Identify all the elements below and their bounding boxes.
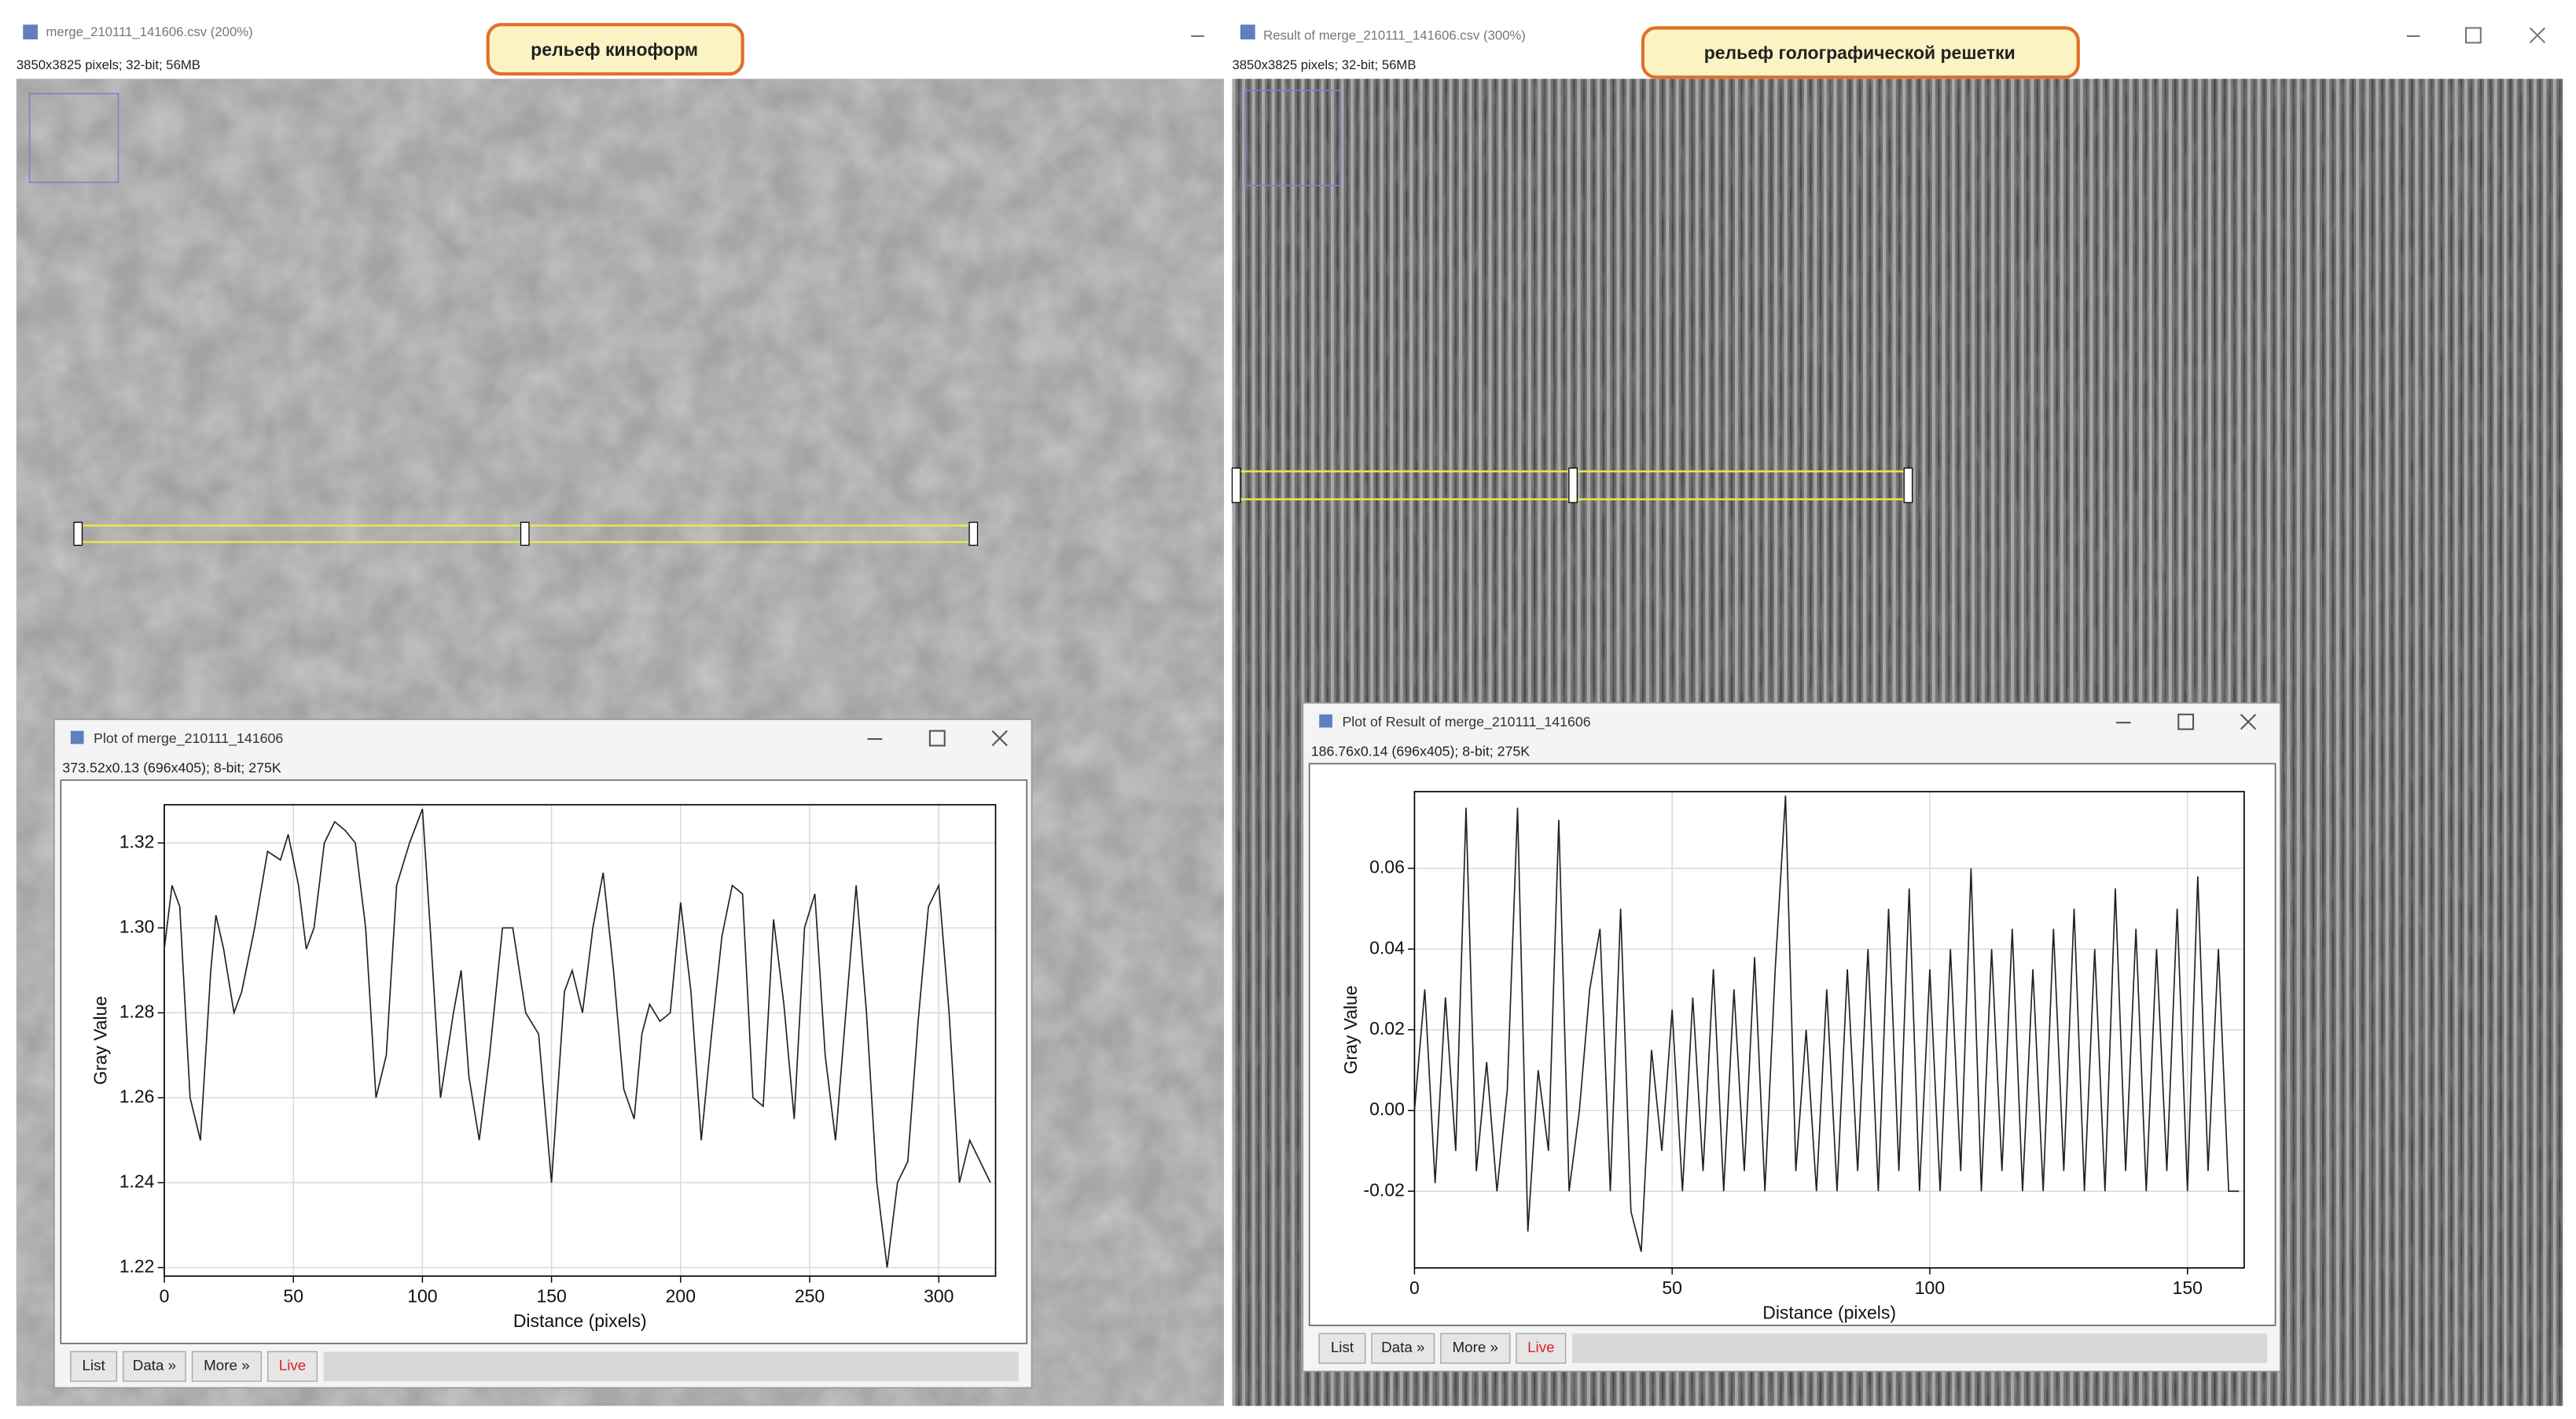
x-tick-label: 50 (1662, 1277, 1682, 1298)
y-axis-label: Gray Value (1340, 985, 1361, 1074)
button[interactable] (70, 1351, 118, 1382)
plot-frame (164, 803, 997, 1277)
chart: 1.22 1.24 1.26 1.28 1.30 1.32 0 50 100 150 200 250 3… (90, 803, 997, 1331)
x-tick-label: 200 (666, 1285, 696, 1306)
x-tick-label: 300 (924, 1285, 954, 1306)
button[interactable] (123, 1351, 186, 1382)
x-tick-label: 250 (795, 1285, 825, 1306)
y-tick-label: 1.26 (119, 1086, 155, 1106)
window-info: 3850x3825 pixels; 32-bit; 56MB (1232, 57, 1416, 72)
maximize-button[interactable] (2464, 27, 2482, 44)
x-tick-label: 0 (160, 1285, 170, 1306)
y-axis-label: Gray Value (90, 996, 111, 1085)
chart: -0.02 0.00 0.02 0.04 0.06 0 50 100 150 Distance (… (1340, 791, 2245, 1322)
callout-label: рельеф киноформ (531, 39, 698, 60)
handle[interactable] (1568, 467, 1578, 503)
y-tick-label: 0.04 (1369, 937, 1405, 958)
y-tick-label: 1.22 (119, 1256, 155, 1277)
y-tick-label: 1.24 (119, 1171, 155, 1191)
handle[interactable] (1903, 467, 1913, 503)
x-axis-label: Distance (pixels) (1762, 1302, 1896, 1322)
button-label[interactable]: List (1331, 1339, 1354, 1355)
y-tick-label: 1.30 (119, 916, 155, 936)
button-label[interactable]: Live (279, 1357, 306, 1373)
close-button[interactable] (991, 730, 1008, 747)
y-tick-label: 1.32 (119, 831, 155, 851)
button[interactable] (1318, 1333, 1366, 1364)
window-icon (1240, 24, 1255, 40)
window-info: 186.76x0.14 (696x405); 8-bit; 275K (1311, 744, 1530, 759)
button[interactable] (1440, 1333, 1511, 1364)
window-icon (70, 730, 84, 744)
window-info: 3850x3825 pixels; 32-bit; 56MB (17, 57, 200, 72)
window-info: 373.52x0.13 (696x405); 8-bit; 275K (62, 759, 281, 775)
button[interactable] (1516, 1333, 1567, 1364)
navigator-box (28, 93, 119, 183)
x-tick-label: 100 (1915, 1277, 1945, 1298)
button-label[interactable]: List (82, 1357, 105, 1373)
window-title: merge_210111_141606.csv (200%) (46, 24, 253, 39)
data-line (164, 808, 991, 1268)
y-tick-label: 1.28 (119, 1001, 155, 1021)
y-tick-label: 0.00 (1369, 1099, 1405, 1119)
plot-frame (1413, 791, 2245, 1269)
handle[interactable] (520, 521, 530, 546)
x-tick-label: 0 (1409, 1277, 1420, 1298)
status-bar (1572, 1333, 2268, 1363)
maximize-button[interactable] (2177, 713, 2195, 730)
window-icon (23, 24, 39, 40)
window-title: Plot of merge_210111_141606 (94, 730, 283, 747)
x-tick-label: 50 (283, 1285, 303, 1306)
x-axis-label: Distance (pixels) (513, 1311, 647, 1331)
button[interactable] (1371, 1333, 1435, 1364)
close-button[interactable] (2240, 714, 2257, 730)
handle[interactable] (73, 521, 83, 546)
handle[interactable] (1231, 467, 1241, 503)
callout-box (1641, 26, 2080, 79)
y-tick-label: 0.06 (1369, 857, 1405, 877)
callout-box (486, 23, 744, 76)
x-tick-label: 100 (407, 1285, 437, 1306)
x-tick-label: 150 (536, 1285, 566, 1306)
status-bar (323, 1351, 1019, 1381)
button-label[interactable]: Live (1527, 1339, 1554, 1355)
button-label[interactable]: Data » (1381, 1339, 1424, 1355)
close-button[interactable] (2529, 27, 2546, 44)
x-tick-label: 150 (2173, 1277, 2203, 1298)
window-title: Result of merge_210111_141606.csv (300%) (1263, 28, 1526, 42)
window-title: Plot of Result of merge_210111_141606 (1342, 714, 1590, 730)
plot-window: Plot of Result of merge_210111_141606 186… (1302, 702, 2281, 1373)
handle[interactable] (968, 521, 979, 546)
y-tick-label: 0.02 (1369, 1018, 1405, 1039)
button-label[interactable]: More » (1452, 1339, 1498, 1355)
navigator-box (1244, 90, 1342, 186)
button-label[interactable]: Data » (133, 1357, 176, 1373)
data-line (1413, 796, 2240, 1252)
button[interactable] (191, 1351, 263, 1382)
window-icon (1319, 714, 1332, 728)
y-tick-label: -0.02 (1364, 1179, 1405, 1200)
plot-area (60, 779, 1028, 1344)
callout-label: рельеф голографической решетки (1704, 42, 2016, 63)
maximize-button[interactable] (928, 730, 946, 747)
button[interactable] (266, 1351, 318, 1382)
button-label[interactable]: More » (204, 1357, 250, 1373)
